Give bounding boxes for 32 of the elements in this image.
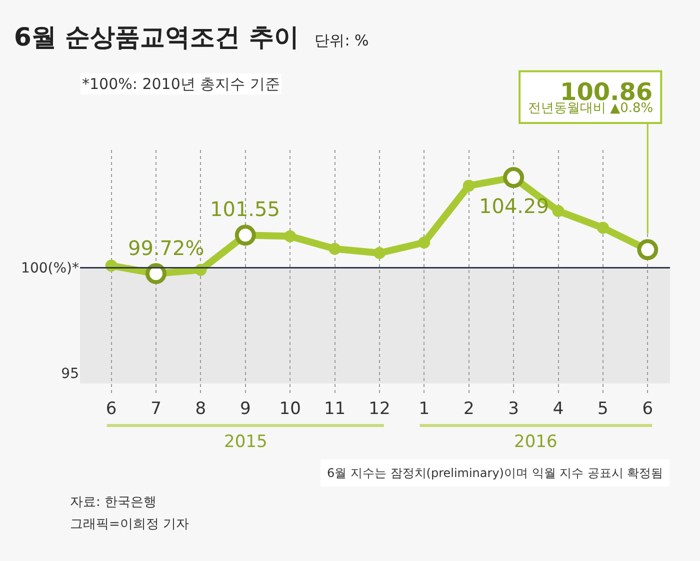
x-tick-label: 11 xyxy=(324,399,346,419)
x-tick-label: 4 xyxy=(552,399,564,419)
point xyxy=(462,180,475,192)
point xyxy=(373,247,386,260)
chart-subtitle: 단위: % xyxy=(314,32,369,50)
data-label: 99.72% xyxy=(128,236,204,260)
x-tick-label: 6 xyxy=(106,399,117,419)
data-label: 101.55 xyxy=(210,197,280,221)
point xyxy=(418,236,430,249)
x-tick-label: 9 xyxy=(240,399,251,419)
x-tick-label: 2 xyxy=(463,399,474,419)
chart-title: 6월 순상품교역조건 추이 xyxy=(14,22,299,52)
text: 2015 xyxy=(224,432,268,452)
y-tick-label: 100(%)* xyxy=(21,260,79,277)
x-tick-label: 1 xyxy=(418,399,430,419)
point xyxy=(284,230,296,242)
y-tick-label: 95 xyxy=(61,366,79,382)
text: 자료: 한국은행 xyxy=(70,495,157,510)
point xyxy=(552,204,564,217)
text: 6월 지수는 잠정치(preliminary)이며 익월 지수 공표시 확정됨 xyxy=(327,466,664,480)
x-tick-label: 3 xyxy=(508,399,519,419)
x-tick-label: 7 xyxy=(150,399,162,419)
x-tick-label: 6 xyxy=(642,399,654,419)
text: *100%: 2010년 총지수 기준 xyxy=(82,75,280,93)
x-tick-label: 5 xyxy=(598,399,608,419)
text: 2016 xyxy=(514,432,558,452)
text: 그래픽=이희정 기자 xyxy=(70,517,190,532)
point xyxy=(328,242,341,255)
x-tick-label: 8 xyxy=(195,399,206,419)
x-tick-label: 10 xyxy=(279,399,301,419)
x-tick-label: 12 xyxy=(368,399,390,419)
point xyxy=(596,222,609,234)
